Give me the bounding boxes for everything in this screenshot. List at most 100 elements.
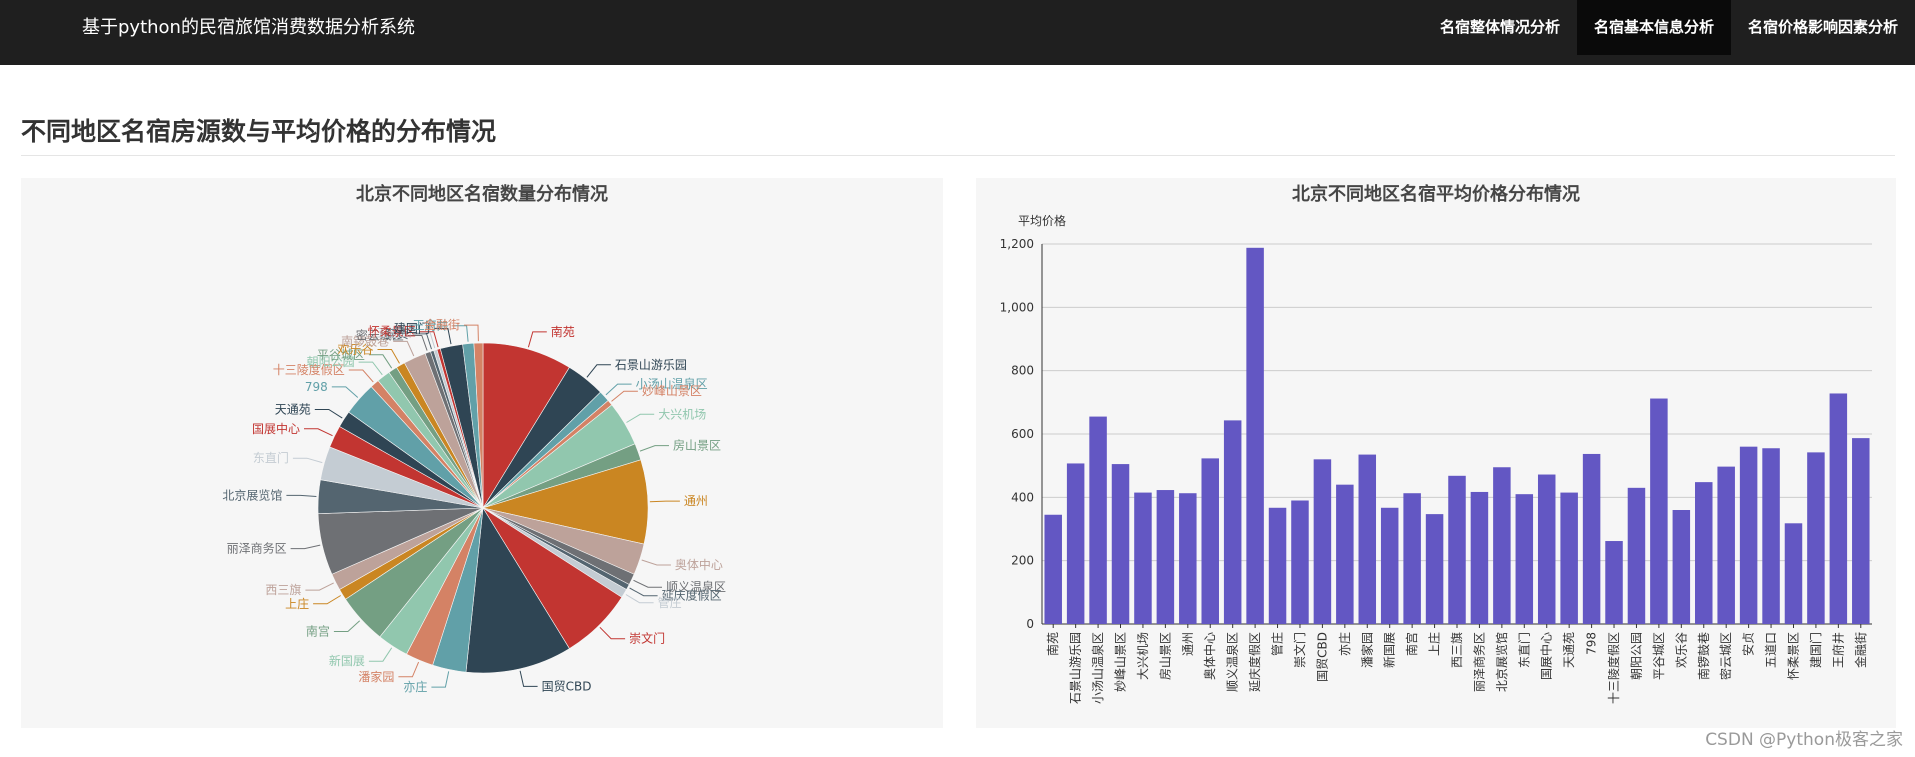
bar-16[interactable] xyxy=(1403,493,1421,624)
bar-x-label-7: 奥体中心 xyxy=(1202,632,1217,680)
bar-6[interactable] xyxy=(1179,493,1197,624)
pie-label-7: 奥体中心 xyxy=(675,557,723,572)
pie-label-28: 欢乐谷 xyxy=(337,342,373,357)
pie-leader-line-14 xyxy=(398,661,420,678)
bar-x-label-10: 管庄 xyxy=(1270,632,1285,656)
bar-x-label-2: 小汤山温泉区 xyxy=(1091,632,1105,704)
pie-leader-line-3 xyxy=(611,390,638,402)
bar-x-label-13: 亦庄 xyxy=(1337,632,1352,656)
bar-2[interactable] xyxy=(1089,416,1107,624)
bar-19[interactable] xyxy=(1470,491,1489,624)
pie-leader-line-15 xyxy=(368,647,393,662)
bar-x-label-16: 南宫 xyxy=(1404,632,1419,656)
bar-31[interactable] xyxy=(1739,446,1758,624)
bar-9[interactable] xyxy=(1246,247,1264,625)
pie-label-1: 石景山游乐园 xyxy=(615,358,687,372)
bar-29[interactable] xyxy=(1695,482,1713,624)
nav-overall-analysis[interactable]: 名宿整体情况分析 xyxy=(1439,18,1560,36)
pie-label-33: 怀柔景区 xyxy=(368,325,416,339)
bar-32[interactable] xyxy=(1762,448,1780,624)
bar-x-label-35: 王府井 xyxy=(1830,632,1845,668)
pie-label-22: 国展中心 xyxy=(252,421,300,436)
bar-27[interactable] xyxy=(1650,398,1668,624)
nav-price-factor-analysis[interactable]: 名宿价格影响因素分析 xyxy=(1747,18,1898,36)
bar-8[interactable] xyxy=(1223,420,1242,624)
pie-leader-line-22 xyxy=(304,428,333,437)
nav-basic-info-analysis[interactable]: 名宿基本信息分析 xyxy=(1576,0,1731,55)
bar-15[interactable] xyxy=(1380,507,1399,624)
pie-leader-line-11 xyxy=(599,626,626,640)
bar-36[interactable] xyxy=(1852,438,1870,624)
bar-x-label-34: 建国门 xyxy=(1808,632,1823,668)
bar-4[interactable] xyxy=(1134,492,1152,624)
pie-leader-line-25 xyxy=(348,369,374,383)
bar-7[interactable] xyxy=(1201,458,1219,624)
pie-label-0: 南苑 xyxy=(551,324,575,339)
pie-leader-line-17 xyxy=(313,595,341,605)
pie-label-25: 十三陵度假区 xyxy=(273,362,345,377)
bar-x-label-12: 国贸CBD xyxy=(1315,632,1329,682)
bar-18[interactable] xyxy=(1448,475,1466,624)
pie-slice-12[interactable] xyxy=(465,507,570,674)
bar-23[interactable] xyxy=(1560,492,1578,624)
pie-label-19: 丽泽商务区 xyxy=(227,541,287,556)
pie-leader-line-21 xyxy=(292,457,323,464)
bar-3[interactable] xyxy=(1111,464,1130,624)
bar-x-label-36: 金融街 xyxy=(1853,632,1868,668)
bar-35[interactable] xyxy=(1829,393,1848,624)
pie-label-14: 潘家园 xyxy=(358,669,394,684)
bar-26[interactable] xyxy=(1627,487,1646,624)
pie-label-13: 亦庄 xyxy=(403,679,427,694)
bar-x-label-20: 北京展览馆 xyxy=(1494,632,1509,692)
top-navbar: 基于python的民宿旅馆消费数据分析系统 名宿整体情况分析 名宿基本信息分析 … xyxy=(0,0,1915,65)
bar-x-label-28: 欢乐谷 xyxy=(1673,632,1688,668)
pie-label-8: 顺义温泉区 xyxy=(666,580,726,594)
pie-label-5: 房山景区 xyxy=(673,438,721,453)
bar-x-label-33: 怀柔景区 xyxy=(1787,632,1801,680)
pie-leader-line-9 xyxy=(629,587,658,597)
bar-34[interactable] xyxy=(1807,452,1825,624)
pie-slice-0[interactable] xyxy=(482,342,570,510)
pie-label-27: 平谷城区 xyxy=(317,348,365,362)
pie-chart-panel: 北京不同地区名宿数量分布情况 南苑 石景山游乐园 小汤山温泉区 妙峰山景区 大兴机场 房山… xyxy=(21,178,943,728)
bar-21[interactable] xyxy=(1515,494,1534,624)
pie-label-11: 崇文门 xyxy=(629,631,665,646)
bar-28[interactable] xyxy=(1672,510,1691,624)
pie-slice-36[interactable] xyxy=(473,342,484,509)
pie-label-26: 朝阳公园 xyxy=(307,355,355,369)
bar-22[interactable] xyxy=(1537,474,1556,624)
bar-24[interactable] xyxy=(1582,453,1601,624)
pie-leader-line-10 xyxy=(625,594,654,604)
watermark: CSDN @Python极客之家 xyxy=(1705,730,1903,750)
pie-label-4: 大兴机场 xyxy=(658,407,706,421)
bar-1[interactable] xyxy=(1066,463,1085,624)
bar-30[interactable] xyxy=(1717,466,1735,624)
bar-14[interactable] xyxy=(1358,454,1377,624)
bar-11[interactable] xyxy=(1291,500,1309,625)
bar-25[interactable] xyxy=(1605,541,1623,624)
bar-chart-title: 北京不同地区名宿平均价格分布情况 xyxy=(1292,184,1580,205)
bar-x-label-27: 平谷城区 xyxy=(1652,632,1666,680)
bar-10[interactable] xyxy=(1268,507,1287,624)
bar-17[interactable] xyxy=(1425,514,1444,624)
bar-5[interactable] xyxy=(1156,490,1175,624)
bar-y-axis-label: 平均价格 xyxy=(1018,213,1066,228)
bar-20[interactable] xyxy=(1493,467,1511,624)
pie-leader-line-1 xyxy=(586,364,611,378)
bar-y-tick-1: 200 xyxy=(1011,554,1034,568)
pie-leader-line-24 xyxy=(331,386,359,398)
pie-leader-line-30 xyxy=(407,335,428,351)
bar-13[interactable] xyxy=(1336,484,1354,624)
bar-y-tick-6: 1,200 xyxy=(1000,237,1034,251)
bar-33[interactable] xyxy=(1784,523,1803,624)
app-title[interactable]: 基于python的民宿旅馆消费数据分析系统 xyxy=(82,17,415,38)
bar-12[interactable] xyxy=(1313,459,1332,624)
pie-leader-line-29 xyxy=(393,340,415,357)
bar-0[interactable] xyxy=(1044,514,1062,624)
bar-x-label-11: 崇文门 xyxy=(1292,632,1307,668)
bar-x-label-23: 天通苑 xyxy=(1562,632,1576,668)
pie-label-17: 上庄 xyxy=(285,596,309,611)
pie-leader-line-36 xyxy=(464,324,479,342)
bar-x-label-18: 西三旗 xyxy=(1449,632,1464,668)
pie-label-10: 管庄 xyxy=(658,595,682,610)
